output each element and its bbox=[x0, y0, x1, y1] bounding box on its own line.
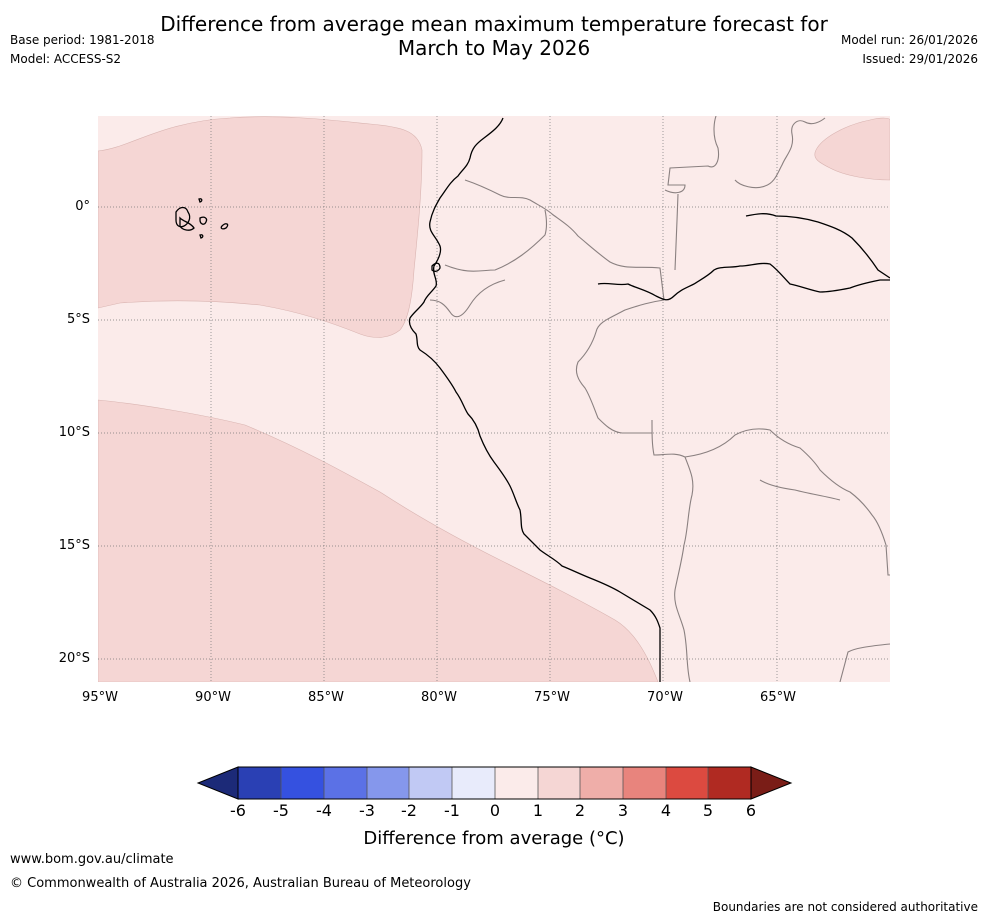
colorbar-swatch--2 bbox=[409, 767, 452, 799]
lon-label-85w: 85°W bbox=[308, 690, 344, 705]
graticule bbox=[98, 116, 890, 682]
colorbar-swatch-4 bbox=[666, 767, 708, 799]
colorbar-swatch--3 bbox=[367, 767, 409, 799]
colorbar-swatch--6 bbox=[238, 767, 281, 799]
colorbar-swatch-2 bbox=[580, 767, 623, 799]
anomaly-1-2-region-north-pacific bbox=[98, 116, 423, 338]
lon-label-90w: 90°W bbox=[195, 690, 231, 705]
forecast-map bbox=[98, 116, 890, 682]
lon-label-95w: 95°W bbox=[82, 690, 118, 705]
base-period-text: Base period: 1981-2018 bbox=[10, 33, 155, 47]
lon-label-80w: 80°W bbox=[421, 690, 457, 705]
colorbar-tick: 0 bbox=[489, 801, 501, 820]
colorbar bbox=[196, 766, 793, 800]
lat-label-15s: 15°S bbox=[58, 538, 90, 553]
colorbar-swatch-3 bbox=[623, 767, 666, 799]
map-title: Difference from average mean maximum tem… bbox=[0, 12, 988, 60]
colorbar-tick: 6 bbox=[745, 801, 757, 820]
lat-label-0: 0° bbox=[75, 199, 90, 214]
colorbar-swatch-1 bbox=[538, 767, 580, 799]
colorbar-tick: -6 bbox=[230, 801, 246, 820]
colorbar-tick: -4 bbox=[316, 801, 332, 820]
colorbar-swatch-0 bbox=[495, 767, 538, 799]
colorbar-tick: 4 bbox=[660, 801, 672, 820]
anomaly-1-2-region-northeast bbox=[814, 117, 890, 181]
country-borders bbox=[429, 116, 890, 682]
title-line-2: March to May 2026 bbox=[397, 36, 591, 60]
colorbar-arrow-low bbox=[196, 766, 239, 800]
colorbar-tick: -2 bbox=[401, 801, 417, 820]
model-text: Model: ACCESS-S2 bbox=[10, 52, 122, 66]
colorbar-tick: 3 bbox=[617, 801, 629, 820]
copyright-text: © Commonwealth of Australia 2026, Austra… bbox=[10, 876, 471, 891]
colorbar-tick: 1 bbox=[532, 801, 544, 820]
colorbar-tick: -5 bbox=[273, 801, 289, 820]
colorbar-swatch-5 bbox=[708, 767, 751, 799]
model-run-text: Model run: 26/01/2026 bbox=[840, 33, 978, 47]
anomaly-1-2-region-south-pacific bbox=[98, 399, 659, 682]
lat-label-20s: 20°S bbox=[58, 651, 90, 666]
colorbar-swatch--5 bbox=[281, 767, 324, 799]
colorbar-tick: -1 bbox=[444, 801, 460, 820]
colorbar-swatch--4 bbox=[324, 767, 367, 799]
colorbar-label: Difference from average (°C) bbox=[363, 828, 625, 849]
colorbar-tick: 2 bbox=[574, 801, 586, 820]
colorbar-tick: -3 bbox=[359, 801, 375, 820]
issued-text: Issued: 29/01/2026 bbox=[862, 52, 978, 66]
coastline bbox=[175, 117, 890, 682]
lon-label-70w: 70°W bbox=[647, 690, 683, 705]
disclaimer-text: Boundaries are not considered authoritat… bbox=[712, 900, 978, 914]
colorbar-swatch--1 bbox=[452, 767, 495, 799]
lon-label-65w: 65°W bbox=[760, 690, 796, 705]
lat-label-10s: 10°S bbox=[58, 425, 90, 440]
colorbar-tick: 5 bbox=[702, 801, 714, 820]
colorbar-arrow-high bbox=[750, 766, 793, 800]
lat-label-5s: 5°S bbox=[66, 312, 90, 327]
lon-label-75w: 75°W bbox=[534, 690, 570, 705]
title-line-1: Difference from average mean maximum tem… bbox=[160, 12, 828, 36]
bom-link[interactable]: www.bom.gov.au/climate bbox=[10, 852, 174, 867]
